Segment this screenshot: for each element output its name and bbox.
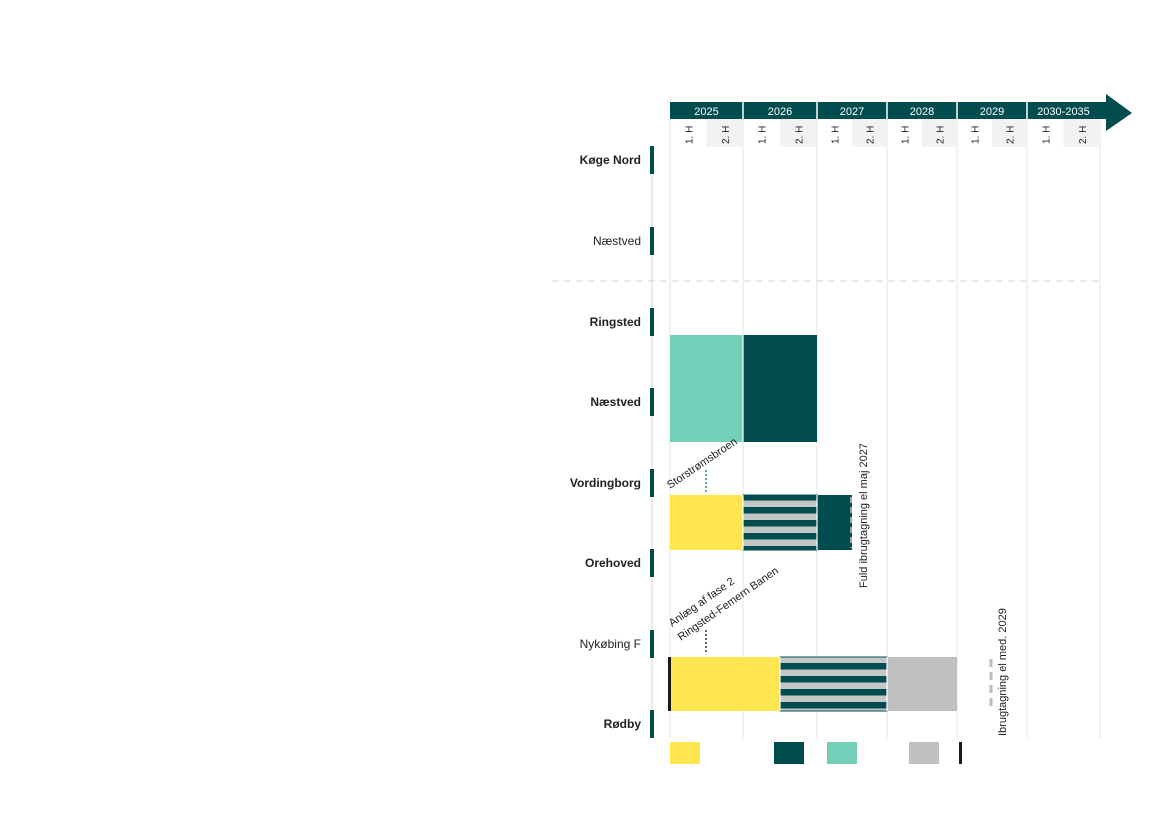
legend-swatch bbox=[670, 742, 700, 764]
legend-swatch bbox=[774, 742, 804, 764]
half-year-label: 2. H bbox=[1078, 126, 1089, 144]
timeline-bar bbox=[743, 335, 817, 442]
station-marker bbox=[650, 469, 654, 497]
station-label: Ringsted bbox=[590, 315, 641, 329]
half-year-shade bbox=[922, 119, 957, 147]
station-axis: Køge Nord Næstved Ringsted Næstved Vordingbo… bbox=[570, 146, 654, 738]
year-label: 2028 bbox=[910, 106, 934, 118]
half-year-label: 2. H bbox=[1006, 126, 1017, 144]
timeline-bar bbox=[779, 656, 888, 712]
half-year-label: 1. H bbox=[758, 126, 769, 144]
half-year-label: 2. H bbox=[795, 126, 806, 144]
half-year-label: 2. H bbox=[936, 126, 947, 144]
station-label: Næstved bbox=[593, 234, 641, 248]
timeline-bar bbox=[670, 495, 743, 550]
station-label: Rødby bbox=[604, 717, 642, 731]
timeline-bar bbox=[887, 657, 957, 711]
half-year-label: 1. H bbox=[1041, 126, 1052, 144]
start-marker bbox=[668, 657, 671, 711]
half-year-label: 2. H bbox=[866, 126, 877, 144]
year-label: 2026 bbox=[768, 106, 792, 118]
timeline-header: 2025 2026 2027 2028 2029 2030-2035 1. H 2. H 1. … bbox=[670, 94, 1132, 147]
year-band bbox=[670, 102, 1106, 119]
half-year-label: 1. H bbox=[901, 126, 912, 144]
half-year-shade bbox=[992, 119, 1027, 147]
half-year-label: 1. H bbox=[831, 126, 842, 144]
station-marker bbox=[650, 630, 654, 658]
year-label: 2027 bbox=[840, 106, 864, 118]
station-marker bbox=[650, 227, 654, 255]
annotation-label: Storstrømsbroen bbox=[665, 436, 740, 492]
station-label: Næstved bbox=[590, 395, 641, 409]
legend bbox=[670, 742, 962, 764]
timeline-bar bbox=[670, 335, 743, 442]
half-year-shade bbox=[706, 119, 743, 147]
station-marker bbox=[650, 549, 654, 577]
timeline-bars bbox=[668, 335, 993, 712]
station-label: Køge Nord bbox=[580, 153, 641, 167]
timeline-arrow-head bbox=[1106, 94, 1132, 131]
year-label: 2025 bbox=[694, 106, 718, 118]
station-label: Orehoved bbox=[585, 556, 641, 570]
year-label: 2030-2035 bbox=[1037, 106, 1090, 118]
half-year-label: 1. H bbox=[971, 126, 982, 144]
half-year-label: 1. H bbox=[684, 126, 695, 144]
station-marker bbox=[650, 308, 654, 336]
half-year-label: 2. H bbox=[721, 126, 732, 144]
station-marker bbox=[650, 146, 654, 174]
station-marker bbox=[650, 710, 654, 738]
station-label: Vordingborg bbox=[570, 476, 641, 490]
station-label: Nykøbing F bbox=[580, 637, 641, 651]
timeline-bar bbox=[670, 657, 780, 711]
legend-swatch bbox=[827, 742, 857, 764]
half-year-shade bbox=[780, 119, 817, 147]
annotation-label: Fuld ibrugtagning el maj 2027 bbox=[858, 443, 870, 588]
timeline-bar bbox=[817, 495, 852, 550]
year-label: 2029 bbox=[980, 106, 1004, 118]
station-marker bbox=[650, 388, 654, 416]
half-year-shade bbox=[1063, 119, 1100, 147]
timeline-bar bbox=[742, 494, 818, 551]
legend-swatch bbox=[909, 742, 939, 764]
half-year-shade bbox=[852, 119, 887, 147]
annotation-label: Ibrugtagning el med. 2029 bbox=[997, 608, 1009, 736]
legend-swatch bbox=[959, 742, 962, 764]
